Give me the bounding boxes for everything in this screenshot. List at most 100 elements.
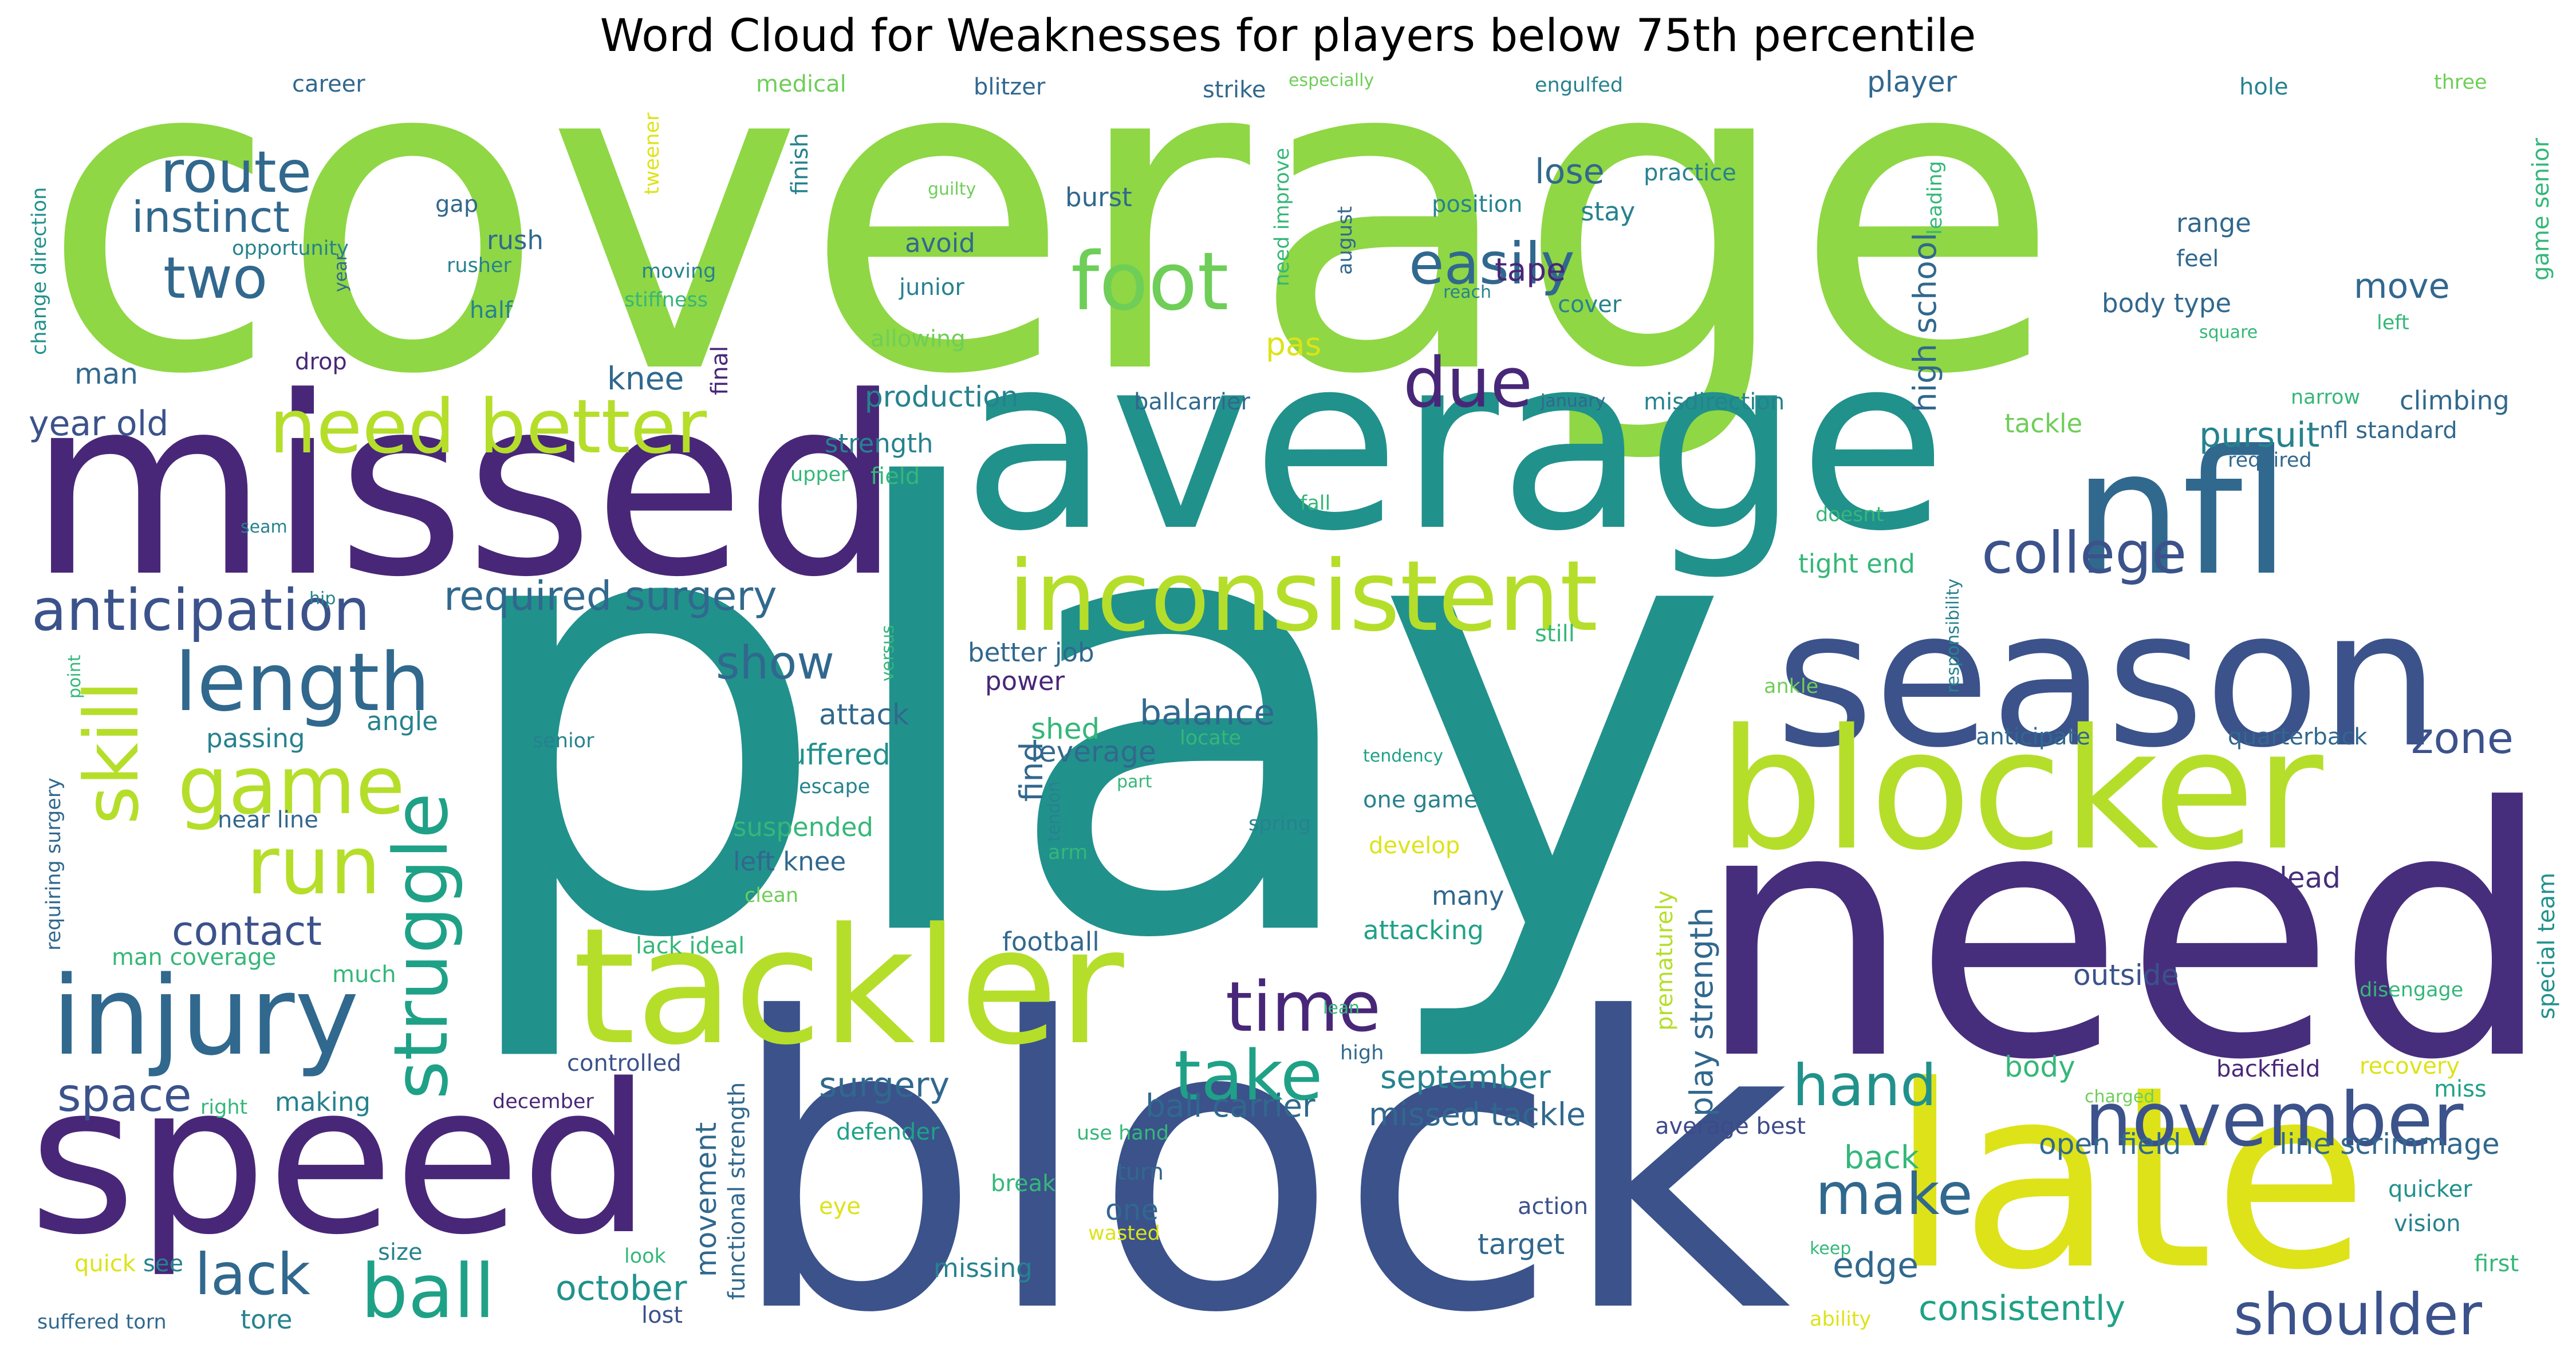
- word-size: size: [378, 1239, 423, 1266]
- word-outside: outside: [2073, 959, 2179, 992]
- word-versus: versus: [878, 625, 898, 681]
- word-strike: strike: [1203, 77, 1266, 103]
- word-pas: pas: [1266, 326, 1321, 362]
- word-season: season: [1775, 569, 2440, 789]
- word-use-hand: use hand: [1077, 1122, 1169, 1145]
- word-run: run: [246, 819, 381, 913]
- word-locate: locate: [1180, 727, 1241, 750]
- word-play-strength: play strength: [1683, 907, 1720, 1117]
- word-angle: angle: [367, 706, 438, 736]
- word-first: first: [2474, 1251, 2519, 1277]
- word-fall: fall: [1300, 492, 1330, 515]
- word-coverage: coverage: [40, 0, 2061, 470]
- word-inconsistent: inconsistent: [1008, 540, 1598, 653]
- word-opportunity: opportunity: [232, 237, 349, 260]
- word-break: break: [991, 1170, 1056, 1197]
- word-lead: lead: [2279, 861, 2341, 894]
- word-drop: drop: [295, 349, 347, 375]
- word-lost: lost: [641, 1302, 683, 1329]
- word-strength: strength: [825, 428, 933, 459]
- word-average: average: [962, 304, 1947, 584]
- word-keep: keep: [1810, 1239, 1851, 1259]
- word-contact: contact: [172, 908, 322, 955]
- word-part: part: [1117, 772, 1152, 792]
- word-tight-end: tight end: [1798, 549, 1915, 579]
- word-leading: leading: [1924, 161, 1947, 235]
- word-near-line: near line: [218, 807, 318, 833]
- word-power: power: [985, 666, 1065, 696]
- word-lack-ideal: lack ideal: [636, 933, 745, 959]
- word-better-job: better job: [968, 637, 1094, 668]
- word-ability: ability: [1810, 1308, 1871, 1331]
- word-spring: spring: [1248, 813, 1311, 835]
- word-game: game: [178, 739, 405, 833]
- word-disengage: disengage: [2360, 979, 2463, 1002]
- word-left-knee: left knee: [733, 846, 846, 877]
- word-rusher: rusher: [447, 254, 512, 277]
- word-moving: moving: [641, 260, 716, 283]
- word-body: body: [2004, 1050, 2075, 1083]
- word-anticipate: anticipate: [1976, 724, 2090, 750]
- word-requiring-surgery: requiring surgery: [42, 778, 65, 951]
- word-ball: ball: [361, 1248, 495, 1335]
- word-suffered: suffered: [773, 738, 891, 771]
- word-nfl: nfl: [2073, 413, 2290, 613]
- word-tendon: tendon: [1044, 781, 1064, 842]
- word-september: september: [1380, 1059, 1551, 1095]
- word-tackle: tackle: [2004, 408, 2082, 439]
- word-average-best: average best: [1655, 1113, 1806, 1140]
- word-edge: edge: [1833, 1245, 1919, 1286]
- word-due: due: [1403, 344, 1533, 423]
- word-responsibility: responsibility: [1943, 578, 1963, 693]
- word-surgery: surgery: [819, 1065, 950, 1105]
- word-find: find: [1013, 742, 1050, 802]
- word-tendency: tendency: [1363, 746, 1443, 766]
- word-change-direction: change direction: [28, 187, 51, 355]
- word-movement: movement: [690, 1122, 723, 1277]
- word-space: space: [57, 1069, 192, 1122]
- word-november: november: [2085, 1076, 2464, 1163]
- word-attack: attack: [819, 698, 909, 731]
- word-half: half: [470, 297, 513, 324]
- word-still: still: [1535, 621, 1575, 647]
- word-move: move: [2354, 266, 2450, 306]
- word-stay: stay: [1581, 196, 1635, 227]
- word-injury: injury: [52, 953, 359, 1079]
- word-nfl-standard: nfl standard: [2319, 417, 2457, 444]
- word-making: making: [275, 1087, 371, 1117]
- word-zone: zone: [2411, 713, 2514, 763]
- word-functional-strength: functional strength: [724, 1082, 750, 1300]
- word-october: october: [556, 1268, 687, 1308]
- word-make: make: [1815, 1161, 1973, 1228]
- word-eye: eye: [819, 1193, 861, 1220]
- word-senior: senior: [533, 730, 594, 752]
- word-ballcarrier: ballcarrier: [1134, 389, 1251, 415]
- word-charged: charged: [2085, 1087, 2154, 1107]
- word-lack: lack: [195, 1241, 310, 1308]
- word-high: high: [1340, 1042, 1384, 1065]
- word-production: production: [865, 380, 1018, 413]
- word-climbing: climbing: [2400, 385, 2510, 416]
- word-play: play: [447, 364, 1732, 1071]
- word-missing: missing: [933, 1253, 1033, 1283]
- word-medical: medical: [756, 71, 846, 97]
- word-guilty: guilty: [928, 179, 976, 199]
- word-man-coverage: man coverage: [112, 944, 276, 971]
- word-quick: quick: [74, 1251, 136, 1277]
- word-december: december: [493, 1090, 594, 1113]
- word-college: college: [1982, 519, 2187, 586]
- word-ball-carrier: ball carrier: [1145, 1087, 1315, 1124]
- word-year: year: [331, 253, 351, 292]
- word-speed: speed: [29, 1040, 652, 1280]
- word-skill: skill: [68, 681, 155, 825]
- word-narrow: narrow: [2291, 386, 2360, 409]
- word-arm: arm: [1048, 841, 1088, 864]
- word-football: football: [1002, 927, 1100, 957]
- word-burst: burst: [1065, 182, 1132, 212]
- word-consistently: consistently: [1919, 1288, 2125, 1329]
- word-one: one: [1105, 1193, 1159, 1227]
- word-lean: lean: [1323, 998, 1360, 1018]
- word-game-senior: game senior: [2528, 137, 2554, 281]
- word-lose: lose: [1535, 152, 1605, 192]
